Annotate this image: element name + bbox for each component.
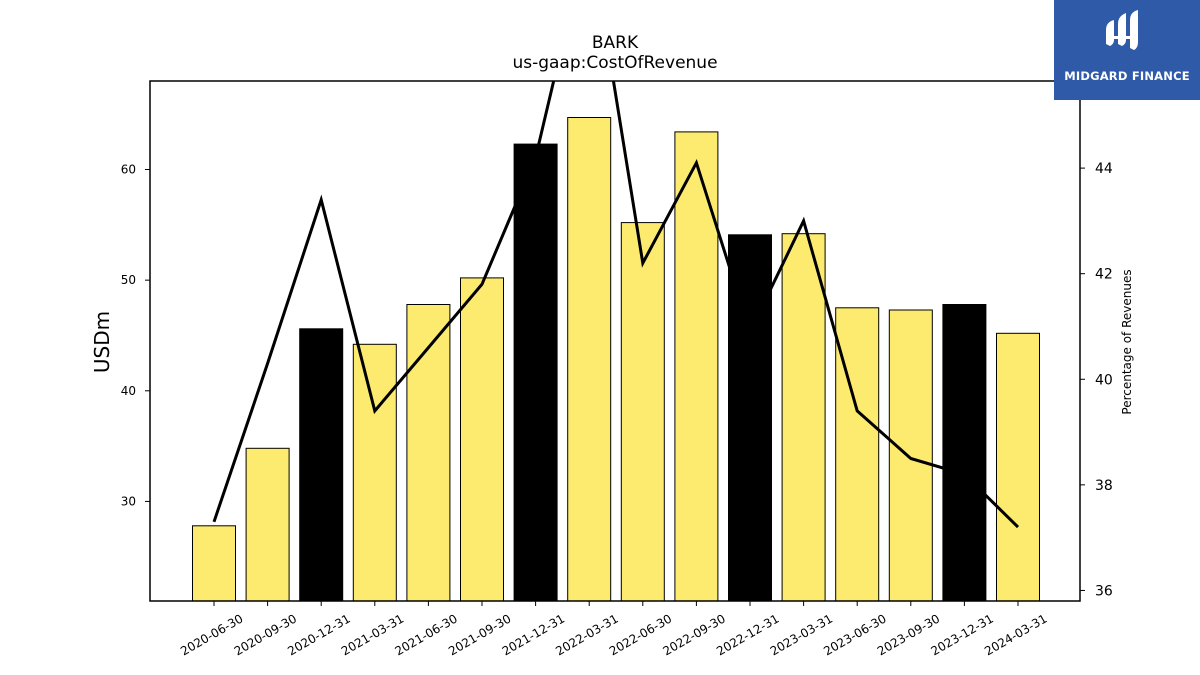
y-tick-label: 50 [121, 273, 136, 287]
bar-2023-09-30 [888, 309, 933, 601]
chart-title: BARK [592, 33, 639, 53]
brand-logo: MIDGARD FINANCE [1054, 0, 1200, 100]
percentage-line [212, 81, 1020, 529]
bar-2023-03-31 [781, 233, 826, 601]
bar-2023-12-31 [942, 304, 987, 601]
y2-tick-label: 36 [1095, 583, 1113, 599]
bar-2022-06-30 [620, 222, 665, 601]
y2-tick-label: 42 [1095, 267, 1113, 283]
brand-logo-text: MIDGARD FINANCE [1064, 69, 1190, 83]
bar-2022-03-31 [567, 117, 612, 601]
bar-2021-12-31 [513, 143, 558, 601]
y-tick-label: 40 [121, 384, 136, 398]
y-axis-label: USDm [90, 311, 114, 373]
bar-2023-06-30 [835, 307, 880, 601]
y-tick-label: 30 [121, 494, 136, 508]
bar-2021-09-30 [460, 277, 504, 601]
y2-tick-label: 40 [1095, 372, 1113, 388]
bar-2021-03-31 [352, 343, 397, 601]
y2-axis-label: Percentage of Revenues [1120, 269, 1134, 414]
bar-2022-09-30 [674, 131, 719, 601]
bar-2020-09-30 [245, 447, 290, 601]
midgard-logo-icon [1106, 10, 1138, 50]
y2-tick-label: 38 [1095, 478, 1113, 494]
plot-frame [149, 80, 1081, 602]
y-tick-label: 60 [121, 163, 136, 177]
chart-subtitle: us-gaap:CostOfRevenue [512, 53, 717, 73]
bar-2020-06-30 [192, 525, 236, 601]
bar-2020-12-31 [299, 328, 344, 601]
y2-tick-label: 44 [1095, 161, 1113, 177]
bar-2022-12-31 [728, 234, 772, 601]
bar-2021-06-30 [406, 304, 451, 601]
bar-2024-03-31 [996, 332, 1040, 601]
